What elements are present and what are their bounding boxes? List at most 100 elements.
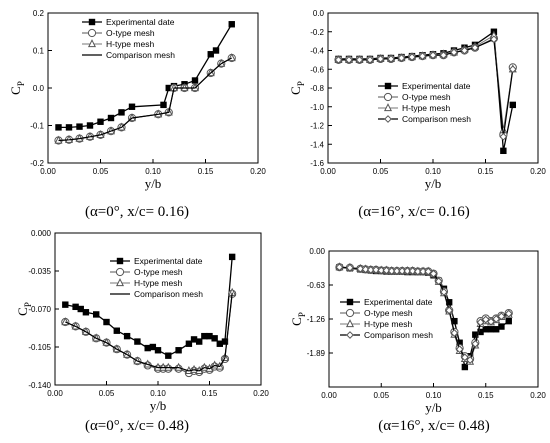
data-point bbox=[393, 267, 401, 275]
legend-swatch-marker bbox=[87, 28, 97, 38]
data-point bbox=[160, 101, 167, 109]
series-line bbox=[65, 292, 233, 372]
y-tick-label: -0.2 bbox=[310, 28, 324, 37]
data-point bbox=[103, 318, 110, 326]
series-line bbox=[58, 23, 233, 129]
chart-panel-1: 0.00 0.05 0.10 0.15 0.20 -0.2 -0.1 0.0 0.1 0.2 y/b… bbox=[8, 9, 266, 220]
data-point bbox=[190, 336, 198, 343]
data-point bbox=[201, 332, 208, 340]
data-point bbox=[149, 343, 157, 351]
x-tick-label: 0.00 bbox=[47, 389, 63, 398]
legend-label: O-type mesh bbox=[134, 267, 183, 277]
y-tick-label: -0.2 bbox=[30, 159, 44, 168]
y-tick-label: -0.4 bbox=[310, 47, 324, 56]
x-tick-label: 0.00 bbox=[321, 391, 337, 400]
legend-swatch-marker bbox=[115, 267, 125, 277]
data-point bbox=[472, 331, 479, 338]
data-point bbox=[387, 55, 395, 63]
y-tick-label: -1.89 bbox=[307, 349, 326, 358]
x-tick-label: 0.15 bbox=[478, 167, 494, 176]
data-point bbox=[211, 335, 218, 342]
data-point bbox=[107, 114, 115, 122]
data-point bbox=[72, 303, 79, 311]
data-point bbox=[334, 55, 343, 64]
data-point bbox=[228, 253, 236, 261]
x-tick-label: 0.20 bbox=[253, 389, 269, 398]
data-point bbox=[498, 323, 505, 330]
series-comparison-mesh bbox=[65, 292, 233, 372]
data-point bbox=[408, 53, 416, 61]
data-point bbox=[165, 84, 172, 92]
y-tick-label: 0.0 bbox=[313, 9, 325, 18]
data-point bbox=[228, 21, 235, 28]
legend-label: Experimental date bbox=[106, 17, 175, 27]
legend-swatch-marker bbox=[383, 103, 393, 112]
data-point bbox=[440, 288, 448, 296]
data-point bbox=[345, 263, 354, 272]
series-comparison-mesh bbox=[334, 35, 517, 141]
data-point bbox=[65, 124, 73, 131]
y-tick-label: -0.8 bbox=[310, 84, 324, 93]
series-line bbox=[58, 57, 232, 142]
legend-swatch-marker bbox=[116, 257, 124, 265]
data-point bbox=[450, 329, 459, 337]
series-o-type-mesh bbox=[54, 53, 236, 145]
data-point bbox=[429, 269, 438, 278]
x-tick-label: 0.10 bbox=[425, 167, 441, 176]
y-tick-label: -1.6 bbox=[310, 159, 324, 168]
data-point bbox=[476, 318, 485, 327]
legend-label: Experimental date bbox=[402, 81, 471, 91]
data-point bbox=[397, 54, 406, 62]
x-axis-label: y/b bbox=[425, 400, 442, 415]
data-point bbox=[471, 43, 479, 52]
legend-label: Experimental date bbox=[134, 256, 203, 266]
x-tick-label: 0.15 bbox=[478, 391, 494, 400]
data-point bbox=[221, 338, 229, 345]
data-point bbox=[113, 327, 120, 334]
legend-swatch-marker bbox=[346, 298, 354, 306]
data-point bbox=[134, 338, 141, 345]
series-experimental-date bbox=[55, 21, 235, 131]
data-point bbox=[207, 51, 214, 58]
data-point bbox=[509, 101, 516, 109]
data-point bbox=[86, 122, 94, 129]
data-point bbox=[62, 301, 69, 308]
legend-swatch-marker bbox=[345, 319, 355, 328]
x-tick-label: 0.00 bbox=[320, 167, 336, 176]
data-point bbox=[206, 332, 213, 340]
x-tick-label: 0.10 bbox=[145, 167, 161, 176]
series-line bbox=[58, 57, 232, 141]
legend-label: O-type mesh bbox=[106, 28, 155, 38]
chart-panel-3: 0.00 0.05 0.10 0.15 0.20 -0.140 -0.105 -0.070 -0… bbox=[15, 229, 269, 434]
panel-caption: (α=16°, x/c= 0.16) bbox=[358, 204, 470, 220]
y-axis-label: CP bbox=[8, 81, 26, 95]
legend-label: Comparison mesh bbox=[364, 330, 433, 340]
x-tick-label: 0.20 bbox=[530, 391, 546, 400]
series-comparison-mesh bbox=[335, 263, 513, 364]
y-axis-label-subscript: P bbox=[16, 81, 26, 86]
data-point bbox=[419, 267, 427, 276]
data-point bbox=[466, 356, 474, 364]
data-point bbox=[477, 328, 484, 336]
y-axis-label: CP bbox=[289, 312, 307, 326]
data-point bbox=[451, 317, 458, 325]
data-point bbox=[345, 55, 353, 64]
series-line bbox=[58, 57, 232, 142]
y-tick-label: -0.1 bbox=[30, 122, 44, 131]
data-point bbox=[487, 317, 495, 326]
data-point bbox=[82, 309, 90, 316]
data-point bbox=[413, 267, 422, 276]
data-point bbox=[382, 266, 391, 275]
x-tick-label: 0.10 bbox=[150, 389, 166, 398]
data-point bbox=[77, 305, 84, 313]
panel-caption: (α=16°, x/c= 0.48) bbox=[378, 418, 490, 434]
y-tick-label: -0.105 bbox=[28, 343, 51, 352]
series-experimental-date bbox=[62, 253, 236, 359]
series-h-type-mesh bbox=[335, 262, 513, 365]
x-axis-label: y/b bbox=[145, 176, 162, 191]
data-point bbox=[355, 55, 364, 64]
